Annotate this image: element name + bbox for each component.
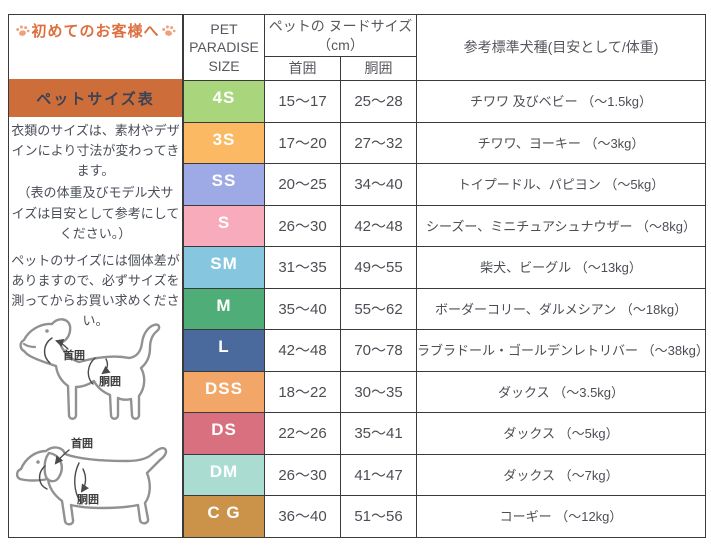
size-notice-2: （表の体重及びモデル犬サイズは目安として参考にしてください。）	[11, 185, 180, 241]
header-breed-column: 参考標準犬種(目安として/体重)	[416, 14, 707, 81]
table-row: DS 22～26 35～41 ダックス （～5kg）	[183, 412, 707, 455]
table-row: SM 31～35 49～55 柴犬、ビーグル （～13kg）	[183, 246, 707, 289]
girth-cell: 30～35	[339, 370, 418, 414]
girth-cell: 70～78	[339, 329, 418, 372]
table-row: L 42～48 70～78 ラブラドール・ゴールデンレトリバー （～38kg）	[183, 329, 707, 372]
breed-cell: ボーダーコリー、ダルメシアン （～18kg）	[416, 287, 707, 331]
size-cell: M	[183, 287, 265, 331]
neck-cell: 18～22	[264, 370, 341, 414]
table-row: 4S 15～17 25～28 チワワ 及びベビー （～1.5kg）	[183, 80, 707, 123]
breed-cell: ダックス （～5kg）	[416, 412, 707, 455]
table-row: 3S 17～20 27～32 チワワ、ヨーキー （～3kg）	[183, 121, 707, 165]
size-cell: S	[183, 204, 265, 248]
size-notice-paragraphs: 衣類のサイズは、素材やデザインにより寸法が変わってきます。 （表の体重及びモデル…	[11, 121, 180, 244]
neck-cell: 17～20	[264, 121, 341, 165]
table-row: SS 20～25 34～40 トイプードル、パピヨン （～5kg）	[183, 163, 707, 206]
neck-girth-label: 首囲	[71, 436, 93, 450]
header-neck: 首囲	[264, 56, 341, 81]
breed-cell: シーズー、ミニチュアシュナウザー （～8kg）	[416, 204, 707, 248]
table-row: C G 36～40 51～56 コーギー （～12kg）	[183, 495, 707, 538]
breed-cell: ダックス （～3.5kg）	[416, 370, 707, 414]
size-cell: L	[183, 329, 265, 372]
size-cell: SS	[183, 163, 265, 206]
pet-size-table-banner: ペットサイズ表	[9, 79, 182, 117]
breed-cell: ラブラドール・ゴールデンレトリバー （～38kg）	[416, 329, 707, 372]
size-cell: SM	[183, 246, 265, 289]
header-nude-size-text: ペットの ヌードサイズ	[268, 18, 413, 35]
header-girth: 胴囲	[339, 56, 418, 81]
size-cell: DM	[183, 453, 265, 497]
measure-notice: ペットのサイズには個体差がありますので、必ずサイズを測ってからお買い求めください…	[11, 253, 180, 329]
dog-eye	[36, 460, 40, 464]
header-unit-text: （cm）	[317, 36, 364, 53]
neck-cell: 15～17	[264, 80, 341, 123]
info-panel: 初めてのお客様へ ペットサイズ表 衣類のサイズは、素材やデザインにより寸法が変わ…	[8, 14, 183, 538]
neck-cell: 35～40	[264, 287, 341, 331]
size-cell: 4S	[183, 80, 265, 123]
dachshund-illustration: 首囲 胴囲	[15, 436, 168, 526]
breed-cell: 柴犬、ビーグル （～13kg）	[416, 246, 707, 289]
breed-cell: チワワ、ヨーキー （～3kg）	[416, 121, 707, 165]
girth-cell: 35～41	[339, 412, 418, 455]
neck-cell: 31～35	[264, 246, 341, 289]
body-girth-label: 胴囲	[99, 375, 121, 388]
girth-cell: 41～47	[339, 453, 418, 497]
pet-size-table: PET PARADISE SIZE ペットの ヌードサイズ （cm） 参考標準犬…	[183, 14, 707, 538]
table-row: DM 26～30 41～47 ダックス （～7kg）	[183, 453, 707, 497]
breed-cell: チワワ 及びベビー （～1.5kg）	[416, 80, 707, 123]
table-row: M 35～40 55～62 ボーダーコリー、ダルメシアン （～18kg）	[183, 287, 707, 331]
girth-cell: 55～62	[339, 287, 418, 331]
standing-dog-illustration: 首囲 胴囲	[19, 318, 161, 420]
neck-cell: 36～40	[264, 495, 341, 538]
neck-cell: 42～48	[264, 329, 341, 372]
girth-cell: 27～32	[339, 121, 418, 165]
size-notice-1: 衣類のサイズは、素材やデザインにより寸法が変わってきます。	[11, 123, 180, 179]
size-cell: DSS	[183, 370, 265, 414]
table-subheader-row: 首囲 胴囲	[184, 56, 706, 81]
table-row: DSS 18～22 30～35 ダックス （～3.5kg）	[183, 370, 707, 414]
girth-cell: 51～56	[339, 495, 418, 538]
paw-icon	[16, 25, 30, 36]
girth-cell: 25～28	[339, 80, 418, 123]
body-girth-label: 胴囲	[77, 493, 99, 506]
girth-cell: 49～55	[339, 246, 418, 289]
paw-icon	[162, 25, 176, 36]
breed-cell: トイプードル、パピヨン （～5kg）	[416, 163, 707, 206]
dog-eye	[45, 329, 49, 333]
neck-girth-label: 首囲	[63, 348, 85, 362]
girth-cell: 34～40	[339, 163, 418, 206]
header-nude-size: ペットの ヌードサイズ （cm）	[263, 14, 418, 57]
size-cell: 3S	[183, 121, 265, 165]
neck-cell: 20～25	[264, 163, 341, 206]
breed-cell: コーギー （～12kg）	[416, 495, 707, 538]
size-cell: C G	[183, 495, 265, 538]
table-header-row: PET PARADISE SIZE ペットの ヌードサイズ （cm） 参考標準犬…	[183, 14, 707, 81]
first-time-customer-heading: 初めてのお客様へ	[9, 20, 182, 41]
header-size-column: PET PARADISE SIZE	[183, 14, 265, 81]
neck-cell: 26～30	[264, 453, 341, 497]
girth-cell: 42～48	[339, 204, 418, 248]
breed-cell: ダックス （～7kg）	[416, 453, 707, 497]
neck-cell: 26～30	[264, 204, 341, 248]
panel-title: 初めてのお客様へ	[31, 23, 160, 40]
neck-cell: 22～26	[264, 412, 341, 455]
table-row: S 26～30 42～48 シーズー、ミニチュアシュナウザー （～8kg）	[183, 204, 707, 248]
size-cell: DS	[183, 412, 265, 455]
